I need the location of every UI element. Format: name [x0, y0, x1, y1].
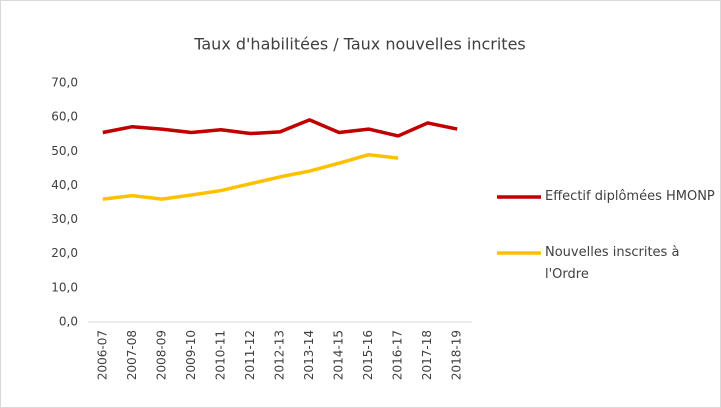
- y-tick-label: 20,0: [51, 246, 78, 260]
- chart-title: Taux d'habilitées / Taux nouvelles incri…: [193, 35, 526, 54]
- x-tick-label: 2010-11: [213, 330, 227, 380]
- y-tick-label: 40,0: [51, 178, 78, 192]
- x-tick-label: 2017-18: [420, 330, 434, 380]
- series-line: [102, 118, 458, 138]
- x-tick-label: 2012-13: [273, 330, 287, 380]
- y-tick-label: 50,0: [51, 144, 78, 158]
- y-tick-label: 10,0: [51, 280, 78, 294]
- y-tick-label: 30,0: [51, 212, 78, 226]
- x-tick-label: 2011-12: [243, 330, 257, 380]
- x-tick-label: 2018-19: [450, 330, 464, 380]
- x-tick-label: 2006-07: [95, 330, 109, 380]
- x-tick-label: 2013-14: [302, 330, 316, 380]
- legend-label: Effectif diplômées HMONP: [545, 189, 715, 204]
- series-line: [102, 152, 399, 201]
- x-tick-label: 2016-17: [391, 330, 405, 380]
- x-tick-label: 2009-10: [184, 330, 198, 380]
- x-tick-label: 2014-15: [332, 330, 346, 380]
- legend-label: Nouvelles inscrites à l'Ordre: [545, 245, 680, 282]
- x-tick-label: 2007-08: [125, 330, 139, 380]
- y-tick-label: 0,0: [59, 315, 78, 329]
- x-tick-label: 2008-09: [154, 330, 168, 380]
- y-tick-label: 70,0: [51, 76, 78, 90]
- x-tick-label: 2015-16: [361, 330, 375, 380]
- y-tick-label: 60,0: [51, 110, 78, 124]
